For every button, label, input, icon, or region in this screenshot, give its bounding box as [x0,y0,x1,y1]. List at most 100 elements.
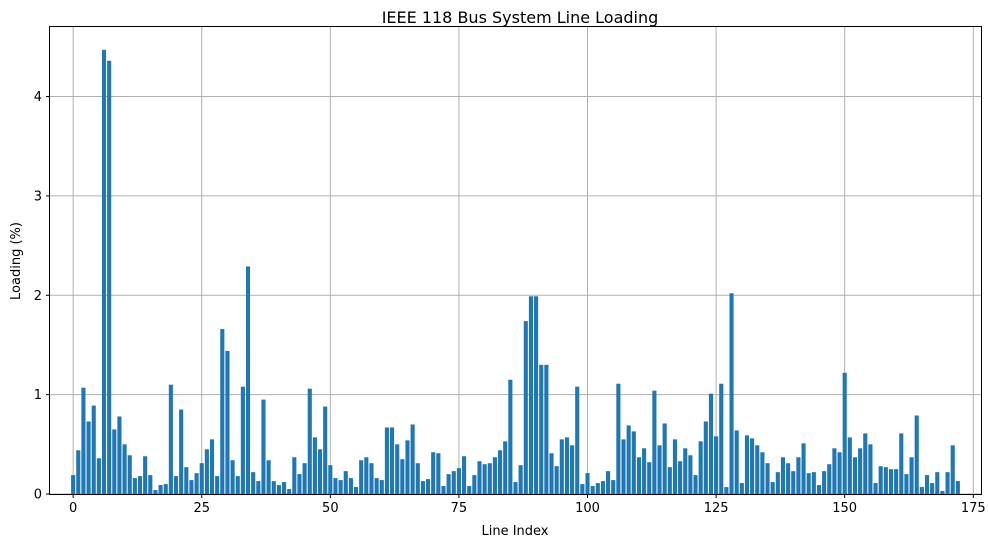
bar [919,487,924,494]
bar [86,421,91,494]
bar [348,478,353,494]
bar [945,472,950,494]
bar [71,475,76,494]
bar [672,439,678,494]
bar [426,479,431,494]
bar [616,383,621,494]
bar [276,485,281,494]
x-tick-label: 50 [322,501,339,516]
bar [822,471,827,494]
bar [112,429,117,494]
bar [343,471,348,494]
bar [436,453,441,494]
bar [667,467,672,494]
bar [744,435,750,494]
bar [950,445,955,494]
bar [173,476,179,494]
bar [765,463,770,494]
bar [199,463,204,494]
bar [518,465,523,494]
bar [780,457,786,494]
bar [662,423,667,494]
x-tick-label: 75 [451,501,468,516]
bar [513,482,518,494]
bar [215,476,220,494]
bar [729,293,734,494]
bar [410,424,415,494]
y-tick-label: 0 [34,488,42,503]
bar [492,457,497,494]
bar [168,384,173,494]
bar [194,473,199,494]
bar [621,439,626,494]
bar [338,480,343,494]
bar [724,487,729,494]
bar [379,480,384,494]
bar [189,480,194,494]
bar [534,296,539,494]
bar [230,460,235,494]
bar [775,472,780,494]
bar [858,448,863,494]
bar [636,457,642,494]
bar [405,440,410,494]
bar [395,444,400,494]
bar [600,481,605,494]
bar [528,296,533,494]
bar [847,437,852,494]
bars-layer [71,49,960,495]
bar [384,427,389,494]
bar [220,329,225,494]
bar [899,433,904,494]
bar [137,476,143,494]
bar [256,481,261,494]
bar [544,364,549,494]
x-tick-label: 175 [961,501,986,516]
bar [642,448,647,494]
bar [683,448,688,494]
bar [811,472,816,494]
bar [431,452,436,494]
bar [791,471,796,494]
bar [101,49,107,495]
plot-frame [49,26,982,495]
bar [235,476,240,494]
bar [739,483,744,494]
bar [446,474,451,494]
bar [204,449,209,494]
bar [281,482,287,494]
bar [508,379,513,494]
bar [575,386,580,494]
bar [523,321,528,494]
bar [374,478,379,494]
bar [328,465,333,494]
bar [796,457,801,494]
bar [842,372,847,494]
bar [271,481,276,494]
x-tick-label: 150 [832,501,857,516]
bar [580,484,585,494]
bar [292,457,297,494]
bar [801,443,806,494]
bar [456,468,461,494]
bar [827,464,832,494]
bar [415,463,420,494]
bar [631,431,636,494]
bar [909,457,914,494]
bar [369,463,374,494]
bar [786,463,791,494]
bar [868,444,873,494]
bar [184,467,189,494]
bar [693,475,698,494]
bar [287,489,292,494]
bar [806,473,811,494]
bar [117,416,122,494]
bar [750,438,755,494]
bar [606,471,611,494]
ticks-layer: 0 25 50 75 100 125 150 175 0 1 2 3 4 [34,90,986,516]
y-tick-label: 3 [34,189,42,204]
bar [940,491,945,494]
